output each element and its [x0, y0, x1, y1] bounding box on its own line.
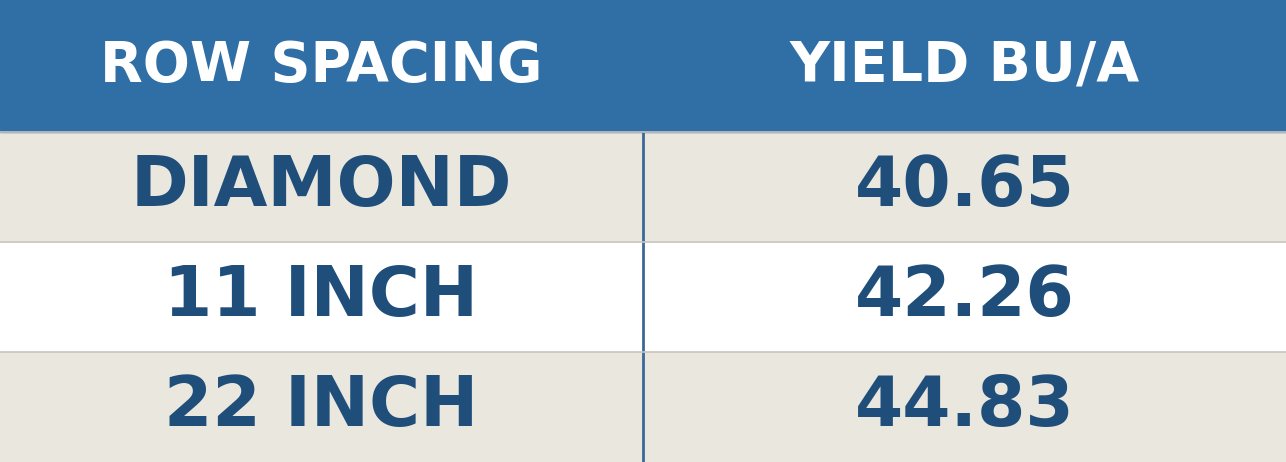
Text: 22 INCH: 22 INCH — [165, 373, 478, 440]
Text: YIELD BU/A: YIELD BU/A — [790, 39, 1139, 93]
Bar — [0, 0, 1286, 132]
Text: 42.26: 42.26 — [855, 263, 1074, 330]
Text: DIAMOND: DIAMOND — [131, 153, 512, 220]
Text: 40.65: 40.65 — [854, 153, 1075, 220]
Bar — [0, 242, 1286, 352]
Text: ROW SPACING: ROW SPACING — [100, 39, 543, 93]
Bar — [0, 132, 1286, 242]
Text: 11 INCH: 11 INCH — [165, 263, 478, 330]
Text: 44.83: 44.83 — [855, 373, 1074, 440]
Bar — [0, 352, 1286, 462]
